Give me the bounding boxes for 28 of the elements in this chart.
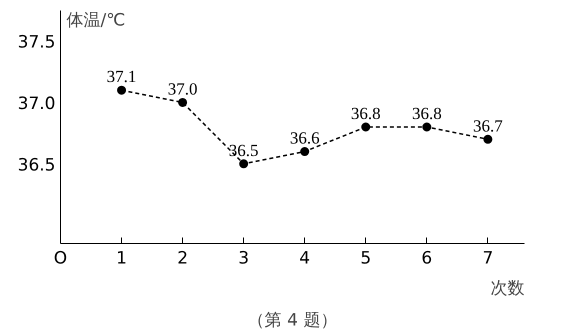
text: 36.7 (472, 116, 503, 136)
x-tick-label: 5 (360, 248, 372, 268)
point (117, 86, 126, 95)
text: 36.5 (228, 140, 259, 160)
point (239, 159, 248, 168)
point (300, 147, 310, 156)
point (178, 98, 188, 107)
text: 36.6 (290, 128, 320, 148)
x-tick-label: 6 (421, 248, 432, 268)
text: 36.8 (350, 104, 381, 123)
y-tick-label: 37.5 (18, 32, 56, 53)
text: 37.1 (106, 67, 136, 86)
y-tick-label: 37.0 (18, 94, 56, 114)
y-tick-label: 36.5 (18, 155, 56, 176)
text: 36.8 (412, 104, 442, 123)
x-tick-label: 2 (177, 248, 188, 268)
x-tick-label: O (54, 248, 68, 268)
point (422, 122, 432, 132)
text: 37.0 (168, 79, 198, 98)
point (483, 134, 492, 144)
x-tick-label: 7 (482, 248, 494, 268)
x-tick-label: 4 (299, 248, 310, 268)
x-tick-label: 1 (116, 248, 127, 268)
text: （第 4 题） (248, 310, 338, 330)
x-axis-title: 次数 (490, 278, 524, 298)
point (361, 122, 370, 132)
y-axis-title: 体温/℃ (66, 10, 126, 30)
x-tick-label: 3 (238, 248, 250, 268)
